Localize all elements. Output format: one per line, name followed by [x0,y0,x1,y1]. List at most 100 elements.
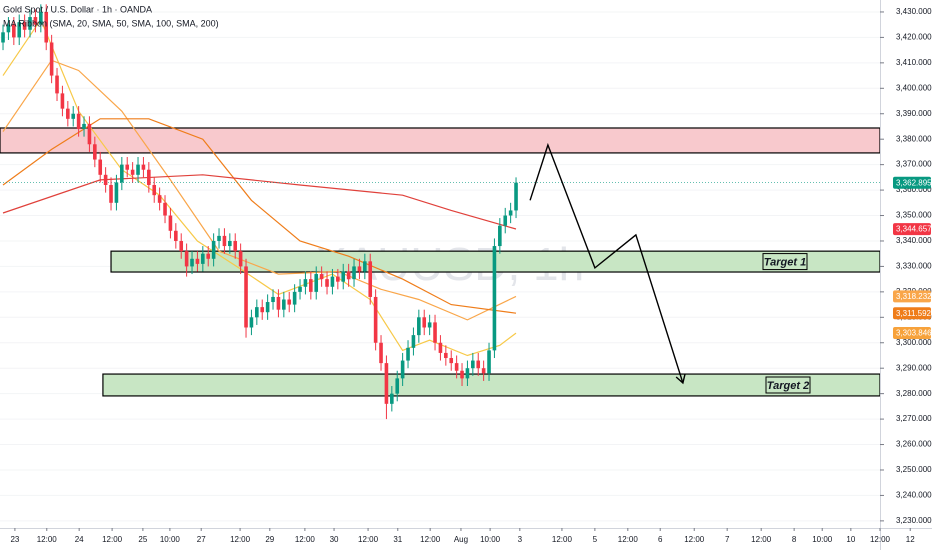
candle-body [49,42,54,76]
candle-body [71,113,76,119]
candle-body [271,296,275,303]
y-tick-label: 3,420.000 [896,33,932,42]
candle-body [87,123,92,145]
y-tick-label: 3,280.000 [896,389,932,398]
candle-body [498,225,502,247]
candle-body [417,317,421,336]
candle-body [309,279,313,292]
zone-label-box [762,253,808,271]
candle-body [454,363,459,371]
candle-body [460,370,464,379]
candle-body [379,342,383,364]
candle-body [12,24,16,38]
price-label-box [893,176,931,189]
candle-body [487,350,491,374]
x-tick-label: 10:00 [160,535,181,544]
candle-body [249,317,254,328]
candle-body [98,159,103,175]
x-tick-label: 5 [593,535,598,544]
candle-body [411,335,416,348]
time-axis [0,528,880,550]
x-tick-label: 12:00 [552,535,573,544]
candle-body [422,317,427,328]
candle-body [109,184,113,203]
price-label: 3,303.846 [896,329,932,338]
y-tick-label: 3,250.000 [896,465,932,474]
price-label: 3,311.592 [896,309,932,318]
candle-body [201,253,205,264]
candle-body [44,11,49,43]
candle-body [325,279,329,287]
zone-label: Target 2 [767,380,809,392]
x-tick-label: 12:00 [102,535,123,544]
price-label-box [893,326,931,339]
candle-body [55,75,59,94]
candle-body [287,299,292,305]
candle-body [125,164,130,170]
candle-body [406,347,410,361]
candle-body [28,17,32,30]
price-axis [880,0,932,550]
y-tick-label: 3,390.000 [896,109,932,118]
price-label-box [893,223,931,236]
candle-body [341,271,346,282]
candle-body [373,296,378,343]
x-tick-label: 29 [265,535,274,544]
x-tick-label: 30 [330,535,339,544]
candle-body [238,251,243,267]
price-label: 3,362.895 [896,178,932,187]
candle-body [508,210,513,216]
candle-body [298,286,302,292]
candle-body [222,235,227,247]
y-tick-label: 3,410.000 [896,58,932,67]
zone-label: Target 1 [764,256,806,268]
y-tick-label: 3,290.000 [896,363,932,372]
price-label: 3,344.657 [896,225,932,234]
x-tick-label: 25 [138,535,147,544]
projection-path [529,142,684,384]
candle-body [184,251,189,267]
candle-body [120,164,124,183]
candle-body [244,266,248,328]
candle-body [33,17,38,25]
y-tick-label: 3,380.000 [896,134,932,143]
zone [102,373,881,397]
y-tick-label: 3,350.000 [896,211,932,220]
candle-body [336,276,340,282]
x-tick-label: 12:00 [358,535,379,544]
candle-body [147,169,151,185]
y-tick-label: 3,400.000 [896,83,932,92]
candle-body [22,22,27,30]
x-tick-label: 10:00 [812,535,833,544]
candle-body [265,302,270,313]
price-label: 3,318.232 [896,292,932,301]
y-tick-label: 3,240.000 [896,491,932,500]
candle-body [357,266,362,272]
y-tick-label: 3,340.000 [896,236,932,245]
ma-line [2,59,517,321]
x-tick-label: Aug [454,535,468,544]
x-tick-label: 7 [725,535,730,544]
x-tick-label: 12:00 [295,535,316,544]
candle-body [444,352,448,359]
candle-body [157,195,162,203]
candle-body [363,261,367,272]
candle-body [390,393,394,404]
x-tick-label: 6 [658,535,663,544]
candle-body [438,342,443,353]
candle-body [476,360,481,369]
zone [0,127,881,154]
x-tick-label: 31 [393,535,402,544]
candle-body [60,93,65,109]
candle-body [1,32,5,43]
x-tick-label: 8 [792,535,797,544]
candle-body [6,24,11,33]
candle-body [260,307,265,313]
candle-body [152,184,157,196]
candle-body [211,240,216,259]
candle-body [319,274,324,280]
candle-body [368,261,373,297]
price-label-box [893,307,931,320]
arrow-head [675,374,686,385]
